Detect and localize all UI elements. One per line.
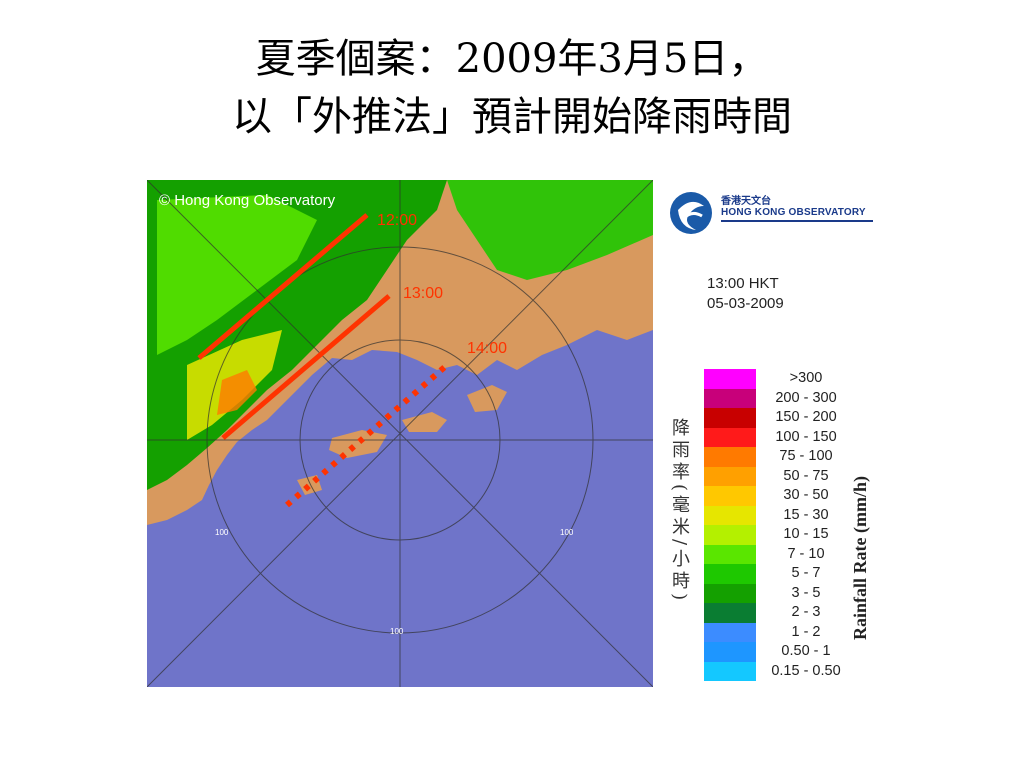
time-stamp: 13:00 HKT 05-03-2009 (707, 274, 784, 314)
scale-swatch (704, 369, 756, 389)
scale-label: 2 - 3 (791, 604, 821, 620)
range-label: 100 (390, 627, 404, 636)
scale-label: 200 - 300 (775, 389, 837, 406)
scale-swatch (704, 486, 756, 506)
color-scale (704, 369, 756, 681)
slide-title: 夏季個案：2009年3月5日， 以「外推法」預計開始降雨時間 (0, 30, 1024, 146)
scale-swatch (704, 427, 756, 447)
scale-label: 10 - 15 (783, 526, 829, 542)
copyright-text: © Hong Kong Observatory (159, 192, 336, 209)
scale-swatch (704, 661, 756, 681)
scale-label: 50 - 75 (783, 467, 829, 484)
scale-swatch (704, 603, 756, 623)
forecast-line-12 (197, 213, 369, 360)
scale-label: 0.50 - 1 (781, 643, 831, 659)
islet (467, 385, 507, 412)
forecast-label-12: 12:00 (377, 212, 417, 229)
legend-panel: 香港天文台 HONG KONG OBSERVATORY 13:00 HKT 05… (658, 180, 890, 690)
scale-label: >300 (789, 370, 823, 386)
scale-label: 100 - 150 (775, 428, 837, 445)
scale-label: 150 - 200 (775, 409, 837, 425)
rain-area-moderate (157, 195, 317, 355)
scale-swatch (704, 388, 756, 408)
scale-label: 30 - 50 (783, 487, 829, 503)
scale-swatch (704, 583, 756, 603)
scale-label: 0.15 - 0.50 (771, 662, 841, 679)
scale-swatch (704, 642, 756, 662)
scale-swatch (704, 622, 756, 642)
title-line-2: 以「外推法」預計開始降雨時間 (232, 94, 792, 140)
scale-label: 7 - 10 (787, 545, 825, 562)
logo-divider (721, 220, 873, 222)
hko-logo-icon (670, 192, 712, 234)
scale-label: 15 - 30 (783, 506, 829, 523)
rain-area-intense (217, 370, 257, 415)
scale-swatch (704, 544, 756, 564)
forecast-label-14: 14:00 (467, 340, 507, 357)
title-line-1: 夏季個案：2009年3月5日， (255, 36, 769, 82)
scale-swatch (704, 447, 756, 467)
range-label: 100 (560, 528, 574, 537)
range-label: 100 (215, 528, 229, 537)
axis-label-en: Rainfall Rate (mm/h) (850, 476, 870, 640)
scale-label: 3 - 5 (791, 584, 821, 601)
forecast-label-13: 13:00 (403, 285, 443, 302)
org-name-en: HONG KONG OBSERVATORY (721, 207, 866, 218)
scale-swatch (704, 466, 756, 486)
scale-labels: >300 200 - 300 150 - 200 100 - 150 75 - 100 5… (758, 369, 854, 681)
radar-date: 05-03-2009 (707, 295, 784, 312)
rain-area-light-east (447, 180, 653, 280)
scale-label: 5 - 7 (791, 565, 821, 581)
radial-line (147, 180, 653, 687)
radar-map: 100 100 100 © Hong Kong Observatory 12:0… (147, 180, 653, 687)
scale-swatch (704, 505, 756, 525)
radar-time: 13:00 HKT (707, 275, 779, 292)
hk-island (402, 412, 447, 432)
lantau-island (329, 430, 387, 458)
forecast-line-13 (221, 294, 391, 440)
scale-label: 1 - 2 (791, 623, 821, 640)
scale-swatch (704, 564, 756, 584)
scale-swatch (704, 408, 756, 428)
org-name-cn: 香港天文台 (721, 196, 771, 207)
scale-swatch (704, 525, 756, 545)
scale-label: 75 - 100 (779, 448, 833, 464)
axis-label-cn: 降雨率(毫米/小時) (669, 418, 690, 605)
